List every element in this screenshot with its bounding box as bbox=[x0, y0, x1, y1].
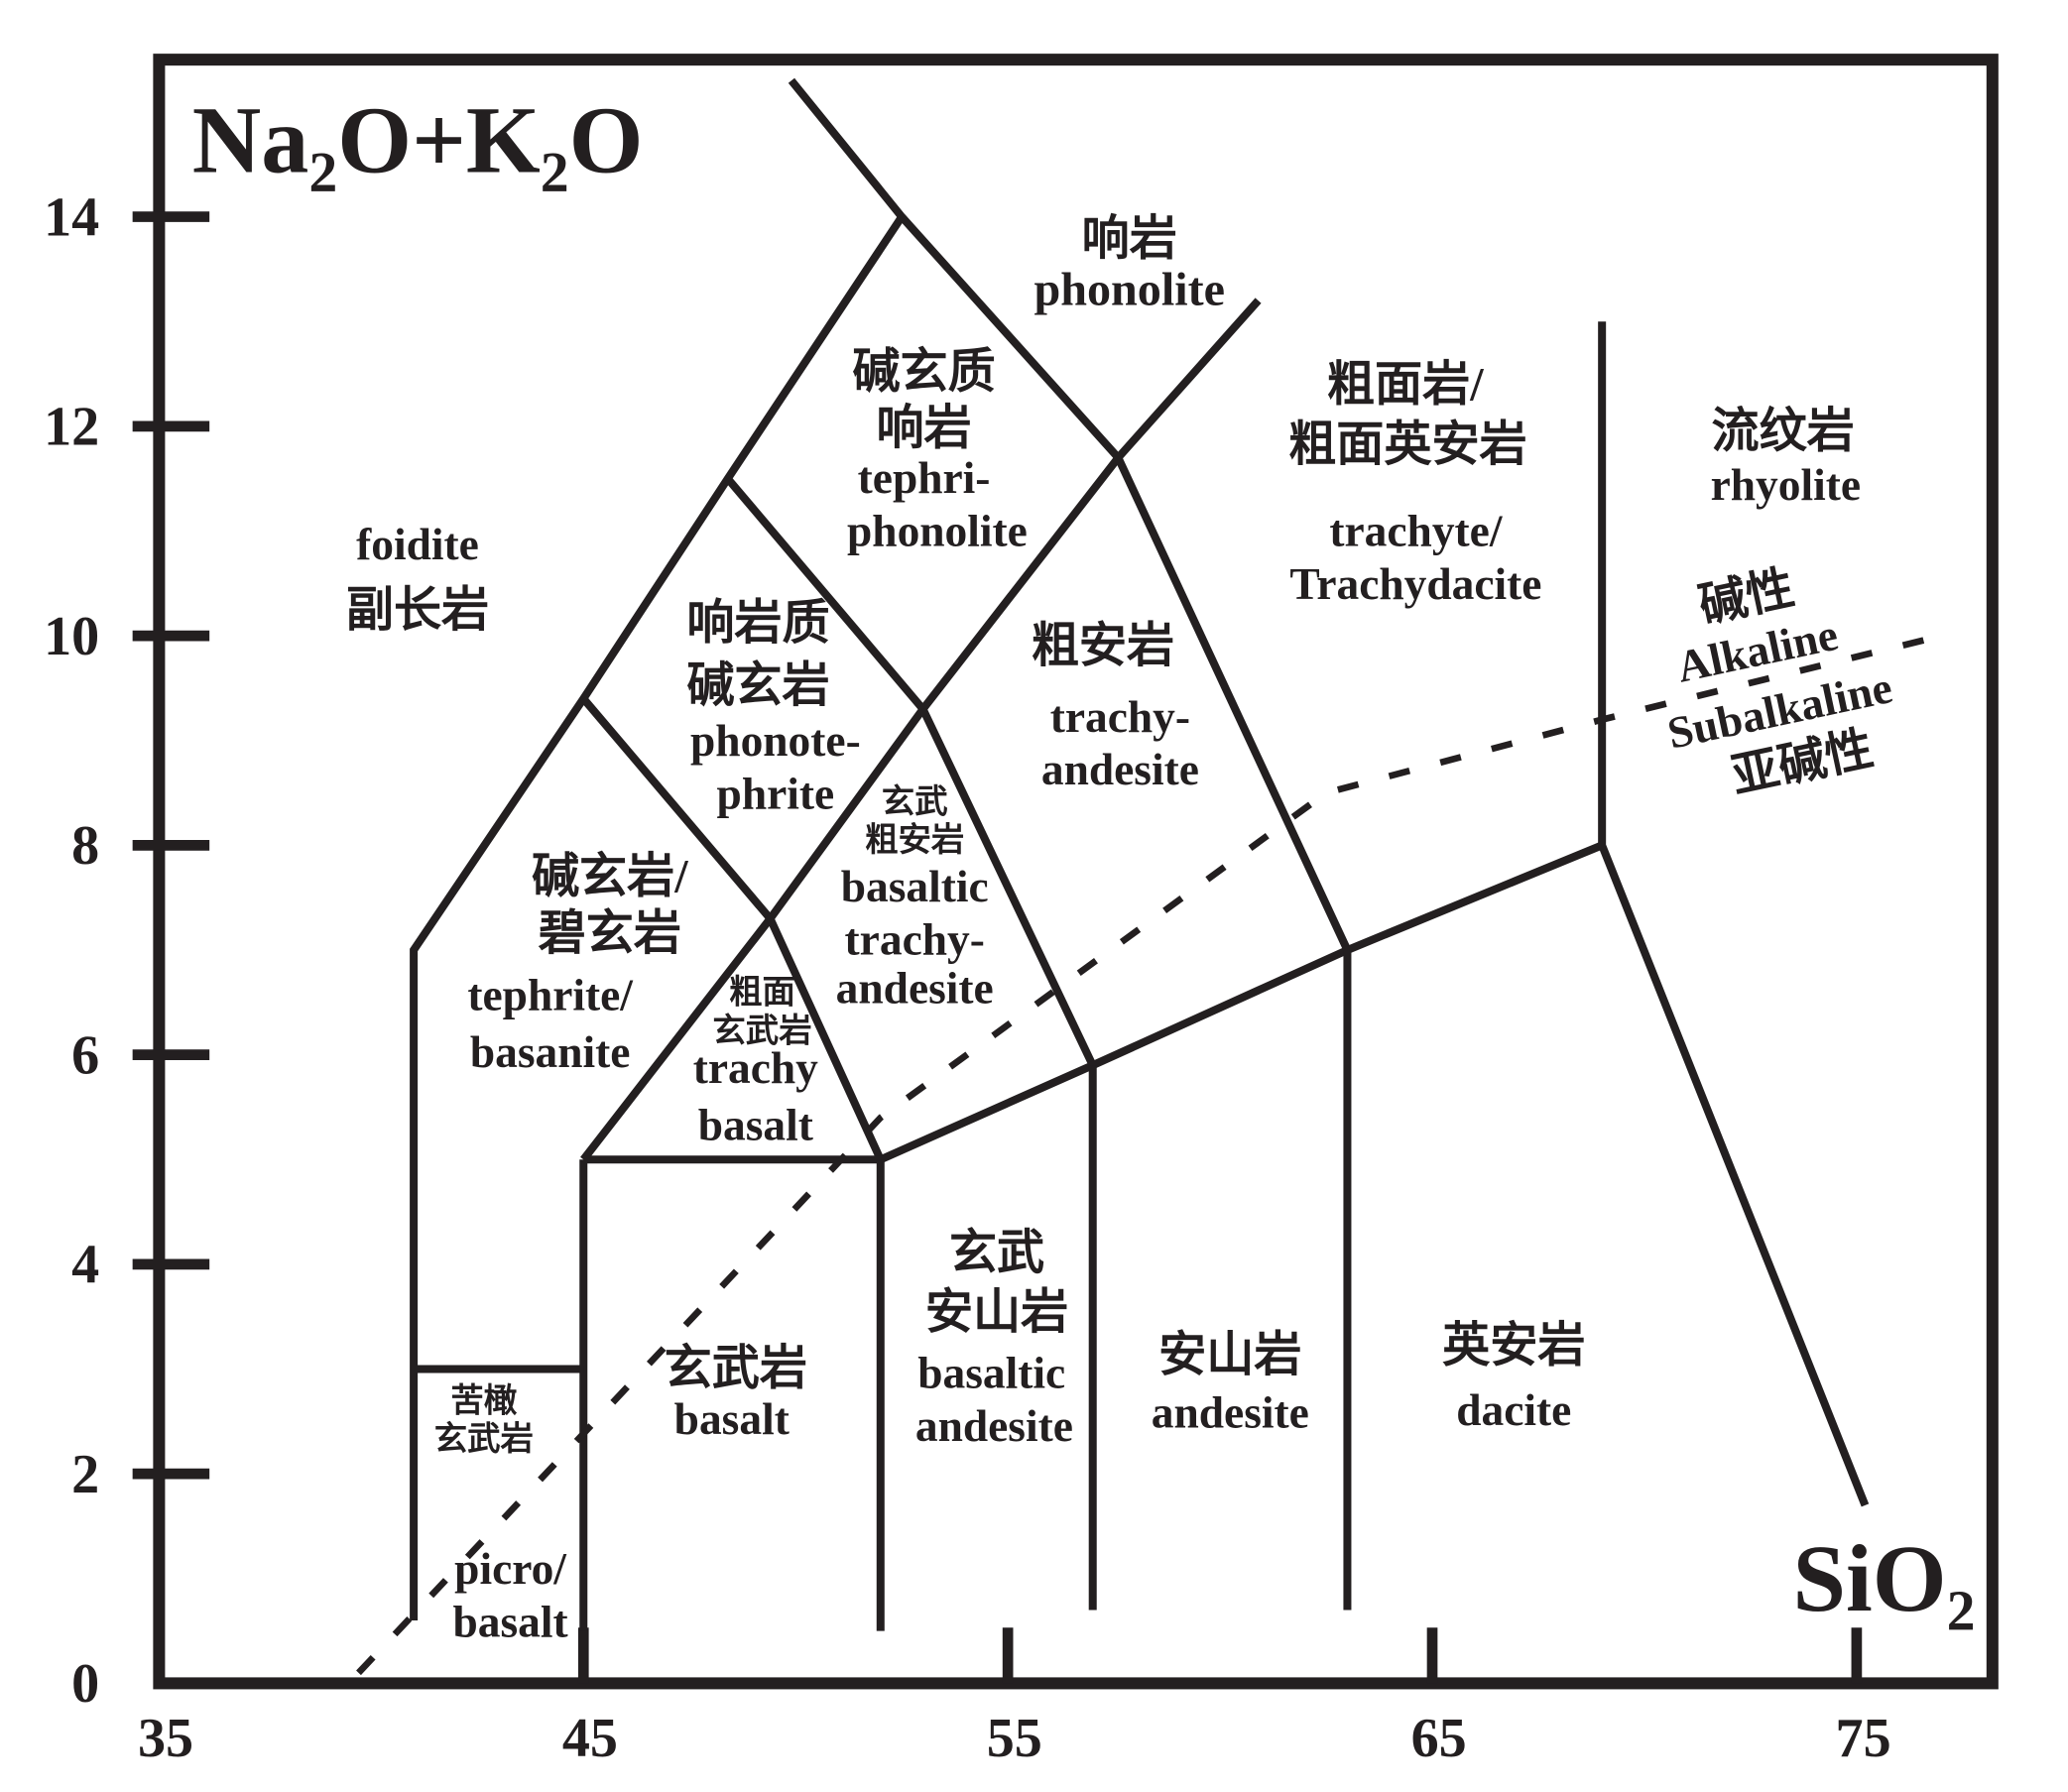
y-tick-label: 10 bbox=[44, 606, 99, 667]
field-label: picro/ bbox=[454, 1544, 567, 1594]
field-label: basaltic bbox=[841, 862, 989, 911]
field-label: basalt bbox=[674, 1394, 790, 1444]
field-boundary bbox=[724, 476, 926, 712]
y-tick-label: 6 bbox=[71, 1024, 99, 1086]
y-tick-label: 2 bbox=[71, 1444, 99, 1505]
x-tick-label: 35 bbox=[138, 1708, 193, 1769]
field-label: rhyolite bbox=[1711, 460, 1861, 510]
field-label: 英安岩 bbox=[1442, 1320, 1585, 1373]
field-label: basalt bbox=[452, 1598, 567, 1647]
y-tick-label: 0 bbox=[71, 1653, 99, 1715]
field-label: 副长岩 bbox=[346, 584, 489, 637]
x-tick-label: 55 bbox=[987, 1708, 1042, 1769]
field-label: 玄武岩 bbox=[712, 1014, 811, 1050]
y-tick-label: 12 bbox=[44, 397, 99, 458]
field-label: 碱玄岩/ bbox=[532, 850, 688, 902]
field-label: 粗安岩 bbox=[1032, 620, 1174, 672]
field-boundary bbox=[580, 455, 1122, 1162]
field-label: 碱玄质 bbox=[852, 345, 995, 398]
field-label: basaltic bbox=[917, 1348, 1065, 1397]
field-label: 苦橄 bbox=[450, 1382, 517, 1419]
field-boundary bbox=[1114, 455, 1352, 952]
field-label: 玄武 bbox=[882, 783, 948, 820]
field-label: dacite bbox=[1456, 1385, 1571, 1435]
field-boundary bbox=[1598, 321, 1870, 1507]
field-label: basalt bbox=[698, 1100, 813, 1149]
field-label: 流纹岩 bbox=[1711, 405, 1854, 457]
alkaline-divider bbox=[356, 632, 1943, 1676]
field-label: andesite bbox=[1152, 1387, 1309, 1437]
field-label: 粗面岩/ bbox=[1327, 359, 1484, 412]
field-label: phrite bbox=[717, 769, 835, 818]
field-label: tephri- bbox=[858, 453, 991, 503]
field-boundary bbox=[918, 707, 1097, 1067]
field-label: 粗面英安岩 bbox=[1288, 418, 1527, 471]
x-tick-label: 45 bbox=[562, 1708, 618, 1769]
field-label: 响岩 bbox=[1082, 213, 1177, 266]
field-label: tephrite/ bbox=[467, 970, 634, 1019]
field-label: 安山岩 bbox=[1158, 1329, 1301, 1381]
x-tick-label: 75 bbox=[1836, 1708, 1891, 1769]
field-label: 响岩质 bbox=[686, 597, 829, 650]
y-tick-label: 8 bbox=[71, 815, 99, 877]
field-label: 玄武 bbox=[949, 1227, 1044, 1279]
y-axis-title: Na₂O+K₂O bbox=[192, 87, 644, 193]
field-label: phonote- bbox=[690, 716, 861, 766]
field-label: andesite bbox=[915, 1401, 1073, 1451]
field-boundary bbox=[766, 916, 885, 1161]
field-label: 碱玄岩 bbox=[686, 659, 829, 712]
field-label: foidite bbox=[356, 520, 479, 569]
field-label: Trachydacite bbox=[1289, 559, 1541, 609]
field-label: trachy- bbox=[1050, 692, 1190, 742]
field-label: trachy- bbox=[845, 914, 985, 964]
field-label: phonolite bbox=[847, 507, 1028, 556]
field-label: 粗面 bbox=[729, 975, 795, 1012]
field-label: trachyte/ bbox=[1329, 507, 1503, 556]
field-label: andesite bbox=[836, 964, 994, 1014]
x-tick-label: 65 bbox=[1411, 1708, 1467, 1769]
field-label: 玄武岩 bbox=[665, 1342, 807, 1394]
field-label: basanite bbox=[470, 1027, 631, 1077]
field-boundary bbox=[580, 695, 774, 921]
y-tick-label: 4 bbox=[71, 1235, 99, 1296]
field-label: 安山岩 bbox=[925, 1286, 1068, 1339]
field-label: 粗安岩 bbox=[865, 822, 964, 859]
field-boundary bbox=[788, 77, 1262, 464]
field-label: 玄武岩 bbox=[434, 1421, 534, 1458]
x-axis-title: SiO₂ bbox=[1793, 1525, 1976, 1631]
field-label: trachy bbox=[693, 1043, 818, 1093]
field-label: 响岩 bbox=[876, 403, 971, 455]
field-label: 碧玄岩 bbox=[539, 907, 681, 960]
field-label: phonolite bbox=[1034, 263, 1224, 315]
field-label: andesite bbox=[1041, 745, 1199, 794]
y-tick-label: 14 bbox=[44, 186, 99, 248]
plot-frame bbox=[153, 54, 1999, 1690]
